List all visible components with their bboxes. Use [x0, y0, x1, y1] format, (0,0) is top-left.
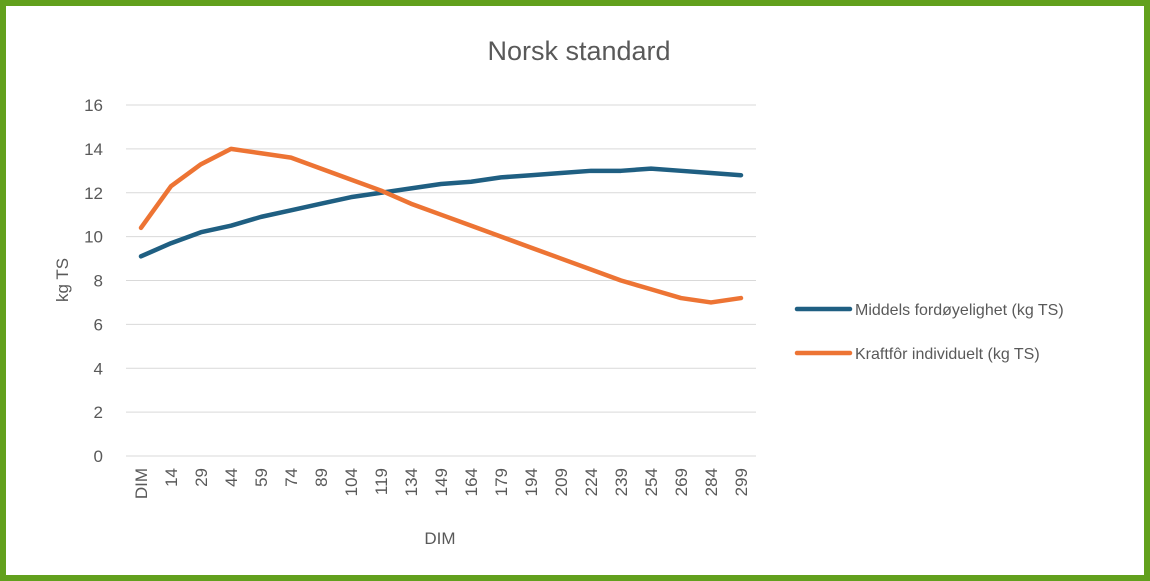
- y-tick-label: 12: [84, 184, 103, 203]
- series-line: [138, 146, 744, 305]
- y-tick-label: 8: [94, 272, 103, 291]
- x-axis-label: DIM: [424, 529, 455, 548]
- chart: Norsk standard DIM kg TS 0 2 4 6 8 10 12 14 16 DI…: [53, 36, 1064, 548]
- x-tick-label: 224: [582, 468, 601, 496]
- x-tick-label: 179: [492, 468, 511, 496]
- y-tick-label: 10: [84, 228, 103, 247]
- chart-title: Norsk standard: [487, 36, 670, 66]
- x-tick-label: 269: [672, 468, 691, 496]
- x-tick-label: 209: [552, 468, 571, 496]
- x-tick-label: 149: [432, 468, 451, 496]
- y-tick-label: 14: [84, 140, 103, 159]
- x-tick-label: DIM: [132, 468, 151, 499]
- x-tick-label: 29: [192, 468, 211, 487]
- y-tick-label: 6: [94, 315, 103, 334]
- x-tick-label: 14: [162, 468, 181, 487]
- x-tick-label: 89: [312, 468, 331, 487]
- x-tick-label: 239: [612, 468, 631, 496]
- x-tick-label: 299: [732, 468, 751, 496]
- x-tick-label: 134: [402, 468, 421, 496]
- x-tick-label: 59: [252, 468, 271, 487]
- y-tick-label: 4: [94, 359, 103, 378]
- y-tick-label: 0: [94, 447, 103, 466]
- x-tick-label: 104: [342, 468, 361, 496]
- legend-label: Middels fordøyelighet (kg TS): [855, 302, 1064, 319]
- legend-label: Kraftfôr individuelt (kg TS): [855, 346, 1040, 363]
- y-axis-label: kg TS: [53, 258, 72, 302]
- x-tick-label: 284: [702, 468, 721, 496]
- x-tick-label: 44: [222, 468, 241, 487]
- x-tick-label: 254: [642, 468, 661, 496]
- x-tick-label: 74: [282, 468, 301, 487]
- x-tick-label: 119: [372, 468, 391, 495]
- x-tick-label: 164: [462, 468, 481, 496]
- series-line: [138, 166, 744, 259]
- y-tick-label: 16: [84, 96, 103, 115]
- x-tick-label: 194: [522, 468, 541, 496]
- y-tick-label: 2: [94, 403, 103, 422]
